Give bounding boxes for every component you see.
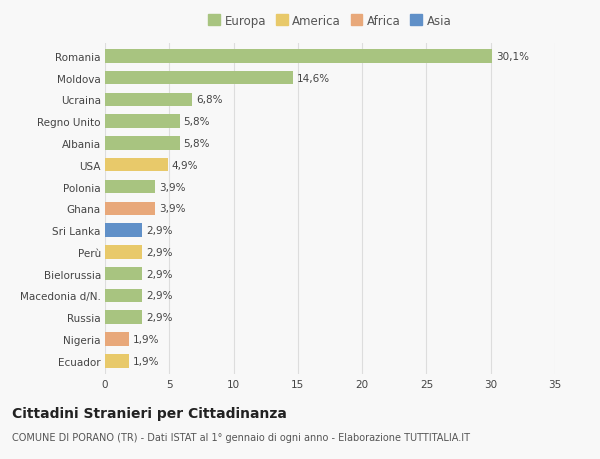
Bar <box>105 311 142 325</box>
Legend: Europa, America, Africa, Asia: Europa, America, Africa, Asia <box>205 11 455 31</box>
Bar <box>105 93 193 107</box>
Text: 5,8%: 5,8% <box>184 117 210 127</box>
Text: 2,9%: 2,9% <box>146 247 173 257</box>
Text: 14,6%: 14,6% <box>296 73 329 84</box>
Bar <box>105 224 142 237</box>
Bar <box>105 354 130 368</box>
Bar <box>105 289 142 302</box>
Text: Cittadini Stranieri per Cittadinanza: Cittadini Stranieri per Cittadinanza <box>12 406 287 420</box>
Text: COMUNE DI PORANO (TR) - Dati ISTAT al 1° gennaio di ogni anno - Elaborazione TUT: COMUNE DI PORANO (TR) - Dati ISTAT al 1°… <box>12 432 470 442</box>
Text: 2,9%: 2,9% <box>146 225 173 235</box>
Bar <box>105 115 179 129</box>
Bar <box>105 246 142 259</box>
Text: 3,9%: 3,9% <box>159 204 185 214</box>
Bar <box>105 202 155 216</box>
Bar <box>105 333 130 346</box>
Text: 2,9%: 2,9% <box>146 269 173 279</box>
Bar <box>105 72 293 85</box>
Bar <box>105 159 168 172</box>
Bar <box>105 137 179 151</box>
Bar <box>105 267 142 281</box>
Text: 2,9%: 2,9% <box>146 291 173 301</box>
Text: 6,8%: 6,8% <box>196 95 223 105</box>
Text: 5,8%: 5,8% <box>184 139 210 149</box>
Bar <box>105 50 492 63</box>
Bar <box>105 180 155 194</box>
Text: 1,9%: 1,9% <box>133 356 160 366</box>
Text: 2,9%: 2,9% <box>146 313 173 323</box>
Text: 30,1%: 30,1% <box>496 52 529 62</box>
Text: 1,9%: 1,9% <box>133 334 160 344</box>
Text: 4,9%: 4,9% <box>172 160 199 170</box>
Text: 3,9%: 3,9% <box>159 182 185 192</box>
